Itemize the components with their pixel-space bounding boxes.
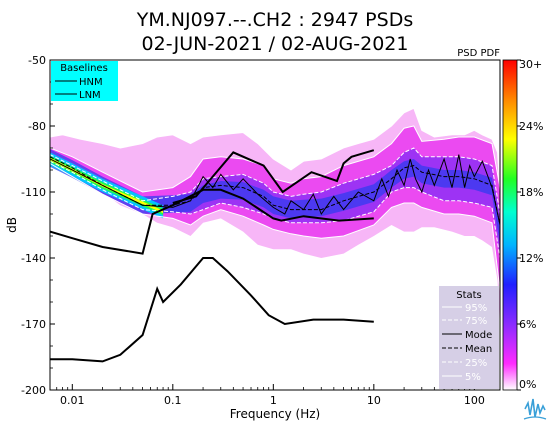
colorbar-tick-label: 30+ — [519, 58, 542, 71]
p25-line — [50, 160, 500, 259]
colorbar-tick-label: 12% — [519, 252, 543, 265]
chart-title-line2: 02-JUN-2021 / 02-AUG-2021 — [142, 33, 409, 55]
baselines-legend-title: Baselines — [60, 63, 108, 74]
p5-legend-label: 5% — [465, 372, 481, 383]
colorbar-tick-label: 24% — [519, 120, 543, 133]
density-band-core — [50, 149, 500, 245]
y-tick-label: -50 — [28, 54, 46, 67]
x-tick-label: 10 — [367, 394, 381, 407]
mean-legend-label: Mean — [465, 344, 492, 355]
p5-line — [50, 162, 500, 292]
mode-legend-label: Mode — [465, 330, 492, 341]
y-tick-label: -140 — [21, 252, 46, 265]
x-tick-label: 1 — [270, 394, 277, 407]
hnm-line — [172, 149, 375, 204]
colorbar-title: PSD PDF — [457, 48, 500, 59]
plot-frame — [49, 59, 501, 391]
y-axis-label: dB — [5, 217, 19, 233]
x-tick-label: 100 — [464, 394, 485, 407]
nlnm-lower-line — [50, 257, 374, 363]
density-ridge-yellow — [50, 157, 164, 214]
y-tick-label: -110 — [21, 186, 46, 199]
y-tick-label: -200 — [21, 384, 46, 397]
y-tick-label: -80 — [28, 120, 46, 133]
x-tick-label: 0.01 — [60, 394, 85, 407]
stats-legend: Stats 95% 75% Mode Mean 25% 5% — [439, 286, 499, 389]
hnm-legend-label: HNM — [79, 77, 103, 88]
y-tick-label: -170 — [21, 318, 46, 331]
colorbar-tick-label: 6% — [519, 318, 536, 331]
colorbar-tick-label: 18% — [519, 186, 543, 199]
p75-legend-label: 75% — [465, 316, 487, 327]
chart-title-line1: YM.NJ097.--.CH2 : 2947 PSDs — [136, 9, 413, 31]
logo-icon — [522, 395, 548, 423]
colorbar — [502, 59, 518, 391]
lnm-line — [50, 188, 374, 255]
x-tick-label: 0.1 — [164, 394, 182, 407]
stats-legend-box — [439, 286, 499, 389]
p25-legend-label: 25% — [465, 358, 487, 369]
x-axis-label: Frequency (Hz) — [230, 407, 321, 421]
colorbar-tick-label: 0% — [519, 378, 536, 391]
lnm-legend-label: LNM — [79, 90, 101, 101]
stats-legend-title: Stats — [456, 290, 482, 301]
p75-line — [50, 147, 500, 215]
envelope-upper-line — [50, 107, 500, 193]
baselines-legend: Baselines HNM LNM — [51, 61, 118, 101]
p95-legend-label: 95% — [465, 303, 487, 314]
